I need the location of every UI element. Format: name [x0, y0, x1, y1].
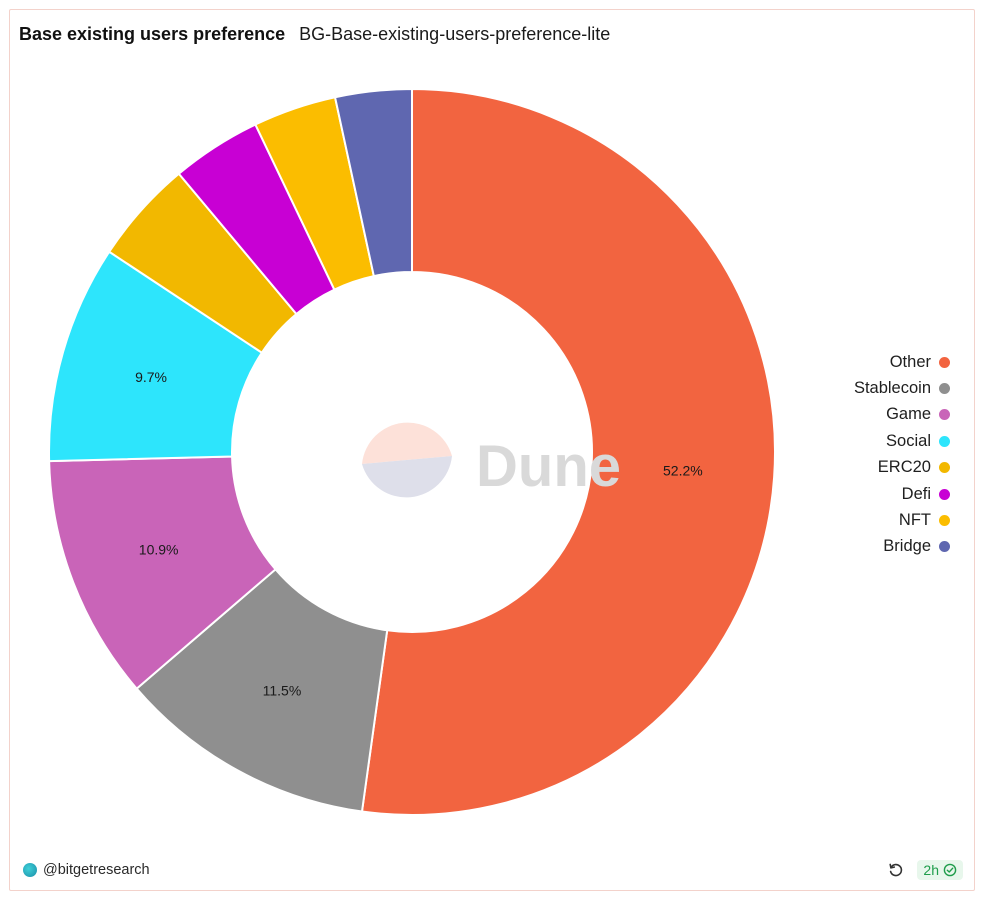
legend-swatch [939, 541, 950, 553]
legend-item-game[interactable]: Game [886, 402, 950, 428]
legend-item-social[interactable]: Social [886, 428, 950, 454]
legend-swatch [939, 515, 950, 527]
author-avatar [23, 863, 37, 877]
legend-item-other[interactable]: Other [890, 349, 950, 375]
freshness-age: 2h [923, 862, 939, 878]
legend-label: Bridge [883, 537, 931, 556]
legend-label: ERC20 [877, 458, 931, 477]
data-label-social: 9.7% [135, 369, 167, 385]
chart-title: Base existing users preference [19, 24, 286, 44]
dune-watermark: Dune [362, 422, 621, 499]
legend-swatch [939, 462, 950, 474]
data-label-other: 52.2% [663, 463, 703, 479]
refresh-icon[interactable] [887, 861, 905, 879]
footer-actions: 2h [887, 860, 963, 880]
legend-label: Social [886, 431, 931, 450]
legend-label: NFT [898, 511, 931, 530]
legend-item-erc20[interactable]: ERC20 [878, 455, 950, 481]
legend-label: Stablecoin [853, 379, 931, 398]
dune-watermark-text: Dune [476, 434, 621, 499]
author-handle: @bitgetresearch [43, 862, 150, 878]
query-name[interactable]: BG-Base-existing-users-preference-lite [299, 24, 611, 44]
chart-card: Base existing users preference BG-Base-e… [9, 9, 975, 891]
author-badge[interactable]: @bitgetresearch [23, 862, 150, 878]
check-badge-icon [943, 863, 957, 877]
slice-other[interactable] [360, 87, 777, 816]
slice-stablecoin[interactable] [135, 567, 389, 813]
legend-label: Game [886, 405, 931, 424]
legend-swatch [939, 383, 950, 395]
dune-logo-top [362, 422, 452, 464]
freshness-badge[interactable]: 2h [917, 860, 963, 880]
dune-logo-bottom [362, 456, 452, 498]
legend-label: Defi [901, 484, 931, 503]
data-label-game: 10.9% [139, 542, 179, 558]
legend-swatch [939, 356, 950, 368]
chart-legend: Other Stablecoin Game Social ERC20 Defi NFT Bri… [854, 349, 950, 560]
legend-item-nft[interactable]: NFT [899, 507, 950, 533]
legend-item-bridge[interactable]: Bridge [883, 534, 950, 560]
data-label-stablecoin: 11.5% [263, 682, 302, 698]
legend-item-stablecoin[interactable]: Stablecoin [854, 375, 950, 401]
chart-header: Base existing users preference BG-Base-e… [19, 24, 610, 45]
slice-bridge[interactable] [333, 87, 413, 278]
legend-swatch [939, 435, 950, 447]
legend-label: Other [889, 352, 931, 371]
legend-item-defi[interactable]: Defi [902, 481, 950, 507]
legend-swatch [939, 409, 950, 421]
legend-swatch [939, 488, 950, 500]
donut-chart: Dune 52.2% 11.5% 10.9% 9.7% [48, 87, 777, 816]
